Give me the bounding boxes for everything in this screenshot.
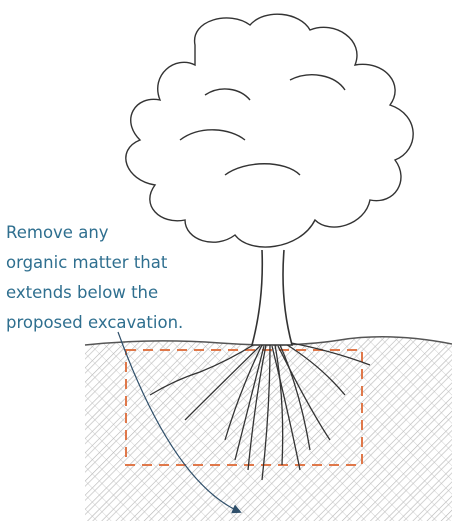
annotation-line: extends below the (6, 278, 183, 308)
diagram: Remove any organic matter that extends b… (0, 0, 452, 521)
ground (85, 337, 452, 521)
annotation-line: Remove any (6, 218, 183, 248)
annotation-line: organic matter that (6, 248, 183, 278)
annotation-line: proposed excavation. (6, 308, 183, 338)
crown (126, 14, 413, 247)
annotation: Remove any organic matter that extends b… (6, 218, 183, 338)
trunk (252, 250, 292, 345)
